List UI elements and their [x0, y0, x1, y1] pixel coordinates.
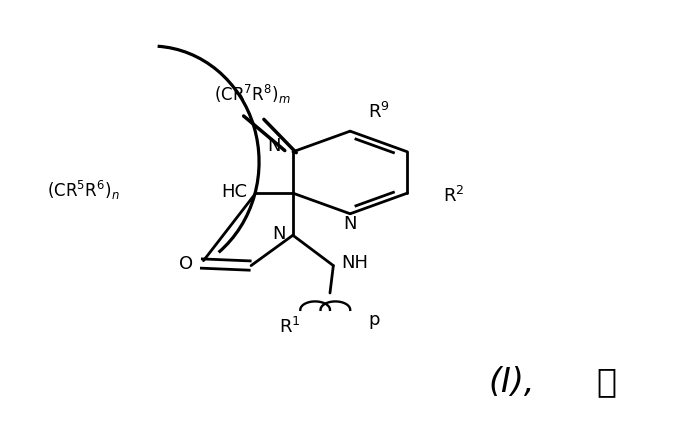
Text: N: N — [273, 224, 286, 242]
Text: HC: HC — [221, 183, 248, 201]
Text: (CR$^7$R$^8$)$_m$: (CR$^7$R$^8$)$_m$ — [214, 83, 290, 106]
Text: R$^2$: R$^2$ — [443, 186, 464, 206]
Text: p: p — [368, 311, 379, 328]
Text: (CR$^5$R$^6$)$_n$: (CR$^5$R$^6$)$_n$ — [47, 178, 119, 201]
Text: R$^1$: R$^1$ — [279, 316, 301, 336]
Text: 或: 或 — [596, 365, 616, 397]
Text: (I),: (I), — [489, 365, 535, 397]
Text: R$^9$: R$^9$ — [367, 102, 390, 122]
Text: N: N — [343, 215, 357, 233]
Text: O: O — [179, 254, 192, 272]
Text: N: N — [267, 137, 281, 155]
Text: NH: NH — [341, 253, 369, 272]
